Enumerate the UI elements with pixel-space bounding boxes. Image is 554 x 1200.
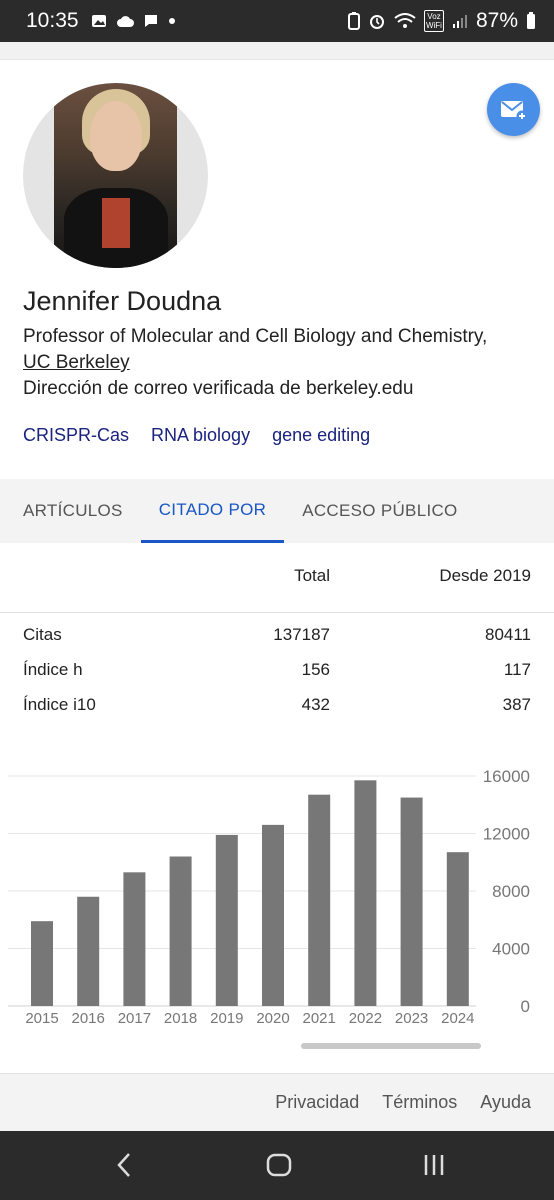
x-tick-label: 2024 xyxy=(441,1010,474,1027)
profile-photo xyxy=(54,83,177,268)
home-button[interactable] xyxy=(261,1147,297,1183)
verified-email: Dirección de correo verificada de berkel… xyxy=(23,378,414,399)
affiliation-text: Professor of Molecular and Cell Biology … xyxy=(23,326,488,347)
tab-citado-por[interactable]: CITADO POR xyxy=(140,479,285,543)
x-tick-label: 2015 xyxy=(25,1010,58,1027)
bar-2017[interactable] xyxy=(123,872,146,1006)
x-tick-label: 2019 xyxy=(210,1010,243,1027)
stat-since: 117 xyxy=(503,660,531,679)
voz-wifi-badge: Voz WiFi xyxy=(423,10,444,32)
x-tick-label: 2017 xyxy=(118,1010,151,1027)
bar-2018[interactable] xyxy=(169,856,192,1007)
bar-2023[interactable] xyxy=(400,797,423,1006)
bar-2019[interactable] xyxy=(215,834,238,1006)
header-since: Desde 2019 xyxy=(439,566,531,585)
x-tick-label: 2020 xyxy=(256,1010,289,1027)
cloud-icon xyxy=(116,16,134,27)
status-time: 10:35 xyxy=(26,9,79,32)
chart-scrollbar[interactable] xyxy=(301,1043,481,1049)
recents-button[interactable] xyxy=(416,1147,452,1183)
stat-row-citas: Citas 137187 80411 xyxy=(0,625,554,649)
battery-level: 87% xyxy=(475,9,518,32)
institution-link[interactable]: UC Berkeley xyxy=(23,352,130,373)
stat-row-indice-h: Índice h 156 117 xyxy=(0,660,554,684)
tag-rna-biology[interactable]: RNA biology xyxy=(151,425,251,445)
stat-since: 80411 xyxy=(484,625,531,644)
stat-total: 156 xyxy=(301,660,330,679)
research-tags: CRISPR-Cas RNA biology gene editing xyxy=(23,425,370,446)
stats-divider xyxy=(0,612,554,613)
stat-total: 137187 xyxy=(273,625,330,644)
avatar xyxy=(23,83,208,268)
tag-crispr-cas[interactable]: CRISPR-Cas xyxy=(23,425,130,445)
bar-2015[interactable] xyxy=(31,921,53,1006)
profile-affiliation: Professor of Molecular and Cell Biology … xyxy=(23,324,543,376)
x-tick-label: 2023 xyxy=(395,1010,428,1027)
y-tick-label: 8000 xyxy=(492,882,530,901)
x-tick-label: 2022 xyxy=(349,1010,382,1027)
tabs-bar: ARTÍCULOS CITADO POR ACCESO PÚBLICO xyxy=(0,479,554,543)
y-tick-label: 4000 xyxy=(492,940,530,959)
x-tick-label: 2021 xyxy=(303,1010,336,1027)
footer-link-privacidad[interactable]: Privacidad xyxy=(275,1092,360,1112)
battery-icon xyxy=(527,12,535,29)
recents-icon xyxy=(424,1155,444,1175)
y-tick-label: 0 xyxy=(521,997,530,1016)
alarm-icon xyxy=(369,15,384,29)
status-notification-icons xyxy=(91,13,176,29)
y-tick-label: 12000 xyxy=(483,825,530,844)
x-tick-label: 2016 xyxy=(72,1010,105,1027)
bar-2016[interactable] xyxy=(77,896,100,1006)
home-icon xyxy=(266,1153,292,1177)
stat-label: Citas xyxy=(23,625,62,644)
dot-icon xyxy=(168,18,175,24)
status-system-icons: Voz WiFi 87% xyxy=(347,9,536,33)
mail-add-icon xyxy=(500,100,527,121)
wifi-icon xyxy=(394,13,416,28)
signal-icon xyxy=(452,15,467,28)
stat-label: Índice i10 xyxy=(23,695,96,714)
footer-link-terminos[interactable]: Términos xyxy=(382,1092,458,1112)
image-icon xyxy=(91,15,106,27)
top-strip xyxy=(0,42,554,60)
follow-email-button[interactable] xyxy=(487,83,540,136)
tab-acceso-publico[interactable]: ACCESO PÚBLICO xyxy=(302,501,458,520)
stat-label: Índice h xyxy=(23,660,83,679)
profile-name: Jennifer Doudna xyxy=(23,286,222,316)
y-tick-label: 16000 xyxy=(483,767,530,786)
tag-gene-editing[interactable]: gene editing xyxy=(272,425,371,445)
chat-icon xyxy=(144,15,157,27)
stat-since: 387 xyxy=(502,695,531,714)
bar-2021[interactable] xyxy=(308,794,331,1006)
back-button[interactable] xyxy=(106,1147,142,1183)
tab-articulos[interactable]: ARTÍCULOS xyxy=(23,501,123,520)
footer: Privacidad Términos Ayuda xyxy=(0,1073,554,1131)
citations-chart[interactable]: 0 4000 8000 12000 16000 2015 2016 2017 2018 2019 2… xyxy=(0,760,554,1040)
stat-row-indice-i10: Índice i10 432 387 xyxy=(0,695,554,719)
bar-2020[interactable] xyxy=(262,824,284,1006)
footer-link-ayuda[interactable]: Ayuda xyxy=(480,1092,531,1112)
header-total: Total xyxy=(294,566,330,585)
x-tick-label: 2018 xyxy=(164,1010,197,1027)
back-icon xyxy=(117,1153,130,1177)
bar-2024[interactable] xyxy=(446,852,469,1006)
battery-saver-icon xyxy=(347,12,360,30)
status-bar: 10:35 Voz WiFi 87% xyxy=(0,0,554,42)
bar-2022[interactable] xyxy=(354,780,377,1006)
stat-total: 432 xyxy=(301,695,330,714)
system-nav-bar xyxy=(0,1131,554,1200)
